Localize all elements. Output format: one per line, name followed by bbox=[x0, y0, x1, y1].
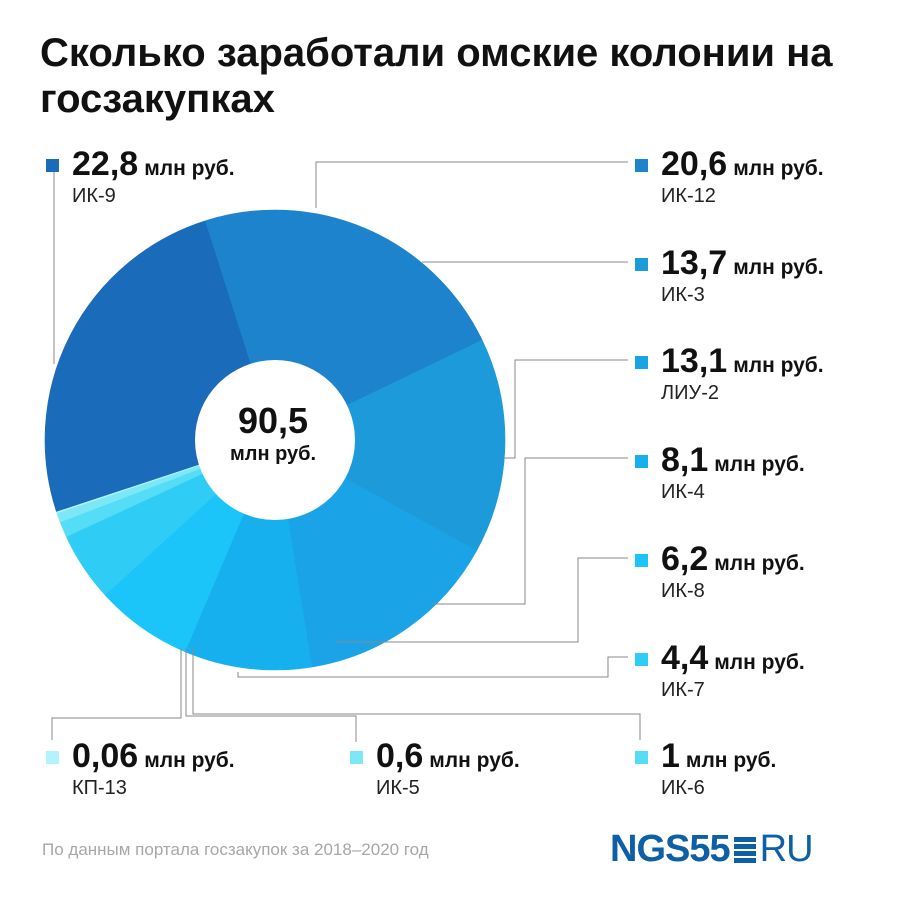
center-total-unit: млн руб. bbox=[230, 443, 316, 465]
legend-unit: млн руб. bbox=[429, 749, 520, 772]
legend-unit: млн руб. bbox=[144, 749, 235, 772]
legend-value: 8,1 bbox=[661, 441, 709, 479]
legend-swatch bbox=[635, 258, 648, 271]
legend-swatch bbox=[350, 751, 363, 764]
legend-value: 1 bbox=[661, 737, 680, 775]
legend-swatch bbox=[635, 653, 648, 666]
legend-unit: млн руб. bbox=[714, 552, 805, 575]
legend-swatch bbox=[635, 455, 648, 468]
legend-unit: млн руб. bbox=[733, 354, 824, 377]
legend-unit: млн руб. bbox=[714, 453, 805, 476]
logo-bars-icon bbox=[733, 837, 756, 863]
legend-value: 13,1 bbox=[661, 342, 728, 380]
legend-unit: млн руб. bbox=[733, 256, 824, 279]
leader-line bbox=[237, 656, 628, 678]
legend-label: ИК-8 bbox=[661, 580, 705, 602]
leader-line bbox=[51, 648, 182, 740]
legend-value: 0,06 bbox=[72, 737, 139, 775]
legend-swatch bbox=[46, 751, 59, 764]
legend-swatch bbox=[635, 159, 648, 172]
legend-label: ИК-12 bbox=[661, 185, 716, 207]
legend-value: 0,6 bbox=[376, 737, 424, 775]
legend-unit: млн руб. bbox=[685, 749, 777, 772]
leader-line bbox=[336, 557, 628, 643]
legend-label: КП-13 bbox=[72, 777, 127, 799]
logo-suffix: RU bbox=[759, 828, 814, 870]
legend-unit: млн руб. bbox=[144, 157, 235, 180]
legend-label: ИК-4 bbox=[661, 481, 705, 503]
legend-swatch bbox=[635, 554, 648, 567]
legend-label: ИК-5 bbox=[376, 777, 420, 799]
legend-value: 20,6 bbox=[661, 145, 728, 183]
legend-value: 22,8 bbox=[72, 145, 139, 183]
leader-line bbox=[315, 161, 628, 208]
legend-swatch bbox=[635, 751, 648, 764]
legend-label: ИК-3 bbox=[661, 284, 705, 306]
donut-hole bbox=[195, 360, 355, 520]
legend-label: ЛИУ-2 bbox=[661, 382, 719, 404]
logo-text: NGS55 bbox=[610, 828, 731, 870]
legend-value: 4,4 bbox=[661, 639, 709, 677]
center-total-value: 90,5 bbox=[238, 400, 308, 441]
leader-line bbox=[504, 359, 628, 459]
legend-label: ИК-9 bbox=[72, 185, 116, 207]
legend-unit: млн руб. bbox=[733, 157, 824, 180]
legend-unit: млн руб. bbox=[714, 651, 805, 674]
legend-value: 6,2 bbox=[661, 540, 709, 578]
legend-value: 13,7 bbox=[661, 244, 728, 282]
legend-swatch bbox=[635, 356, 648, 369]
chart-title: Сколько заработали омские колонии на гос… bbox=[40, 31, 833, 121]
legend-label: ИК-7 bbox=[661, 679, 705, 701]
legend-swatch bbox=[46, 159, 59, 172]
source-footnote: По данным портала госзакупок за 2018–202… bbox=[42, 840, 429, 859]
leader-line bbox=[185, 648, 357, 742]
ngs55-logo: NGS55 RU bbox=[610, 828, 814, 871]
leader-line bbox=[432, 457, 628, 605]
leader-line bbox=[192, 648, 641, 740]
legend-label: ИК-6 bbox=[661, 777, 705, 799]
leader-lines bbox=[51, 161, 641, 742]
pie-slice-ик-3 bbox=[274, 339, 506, 552]
